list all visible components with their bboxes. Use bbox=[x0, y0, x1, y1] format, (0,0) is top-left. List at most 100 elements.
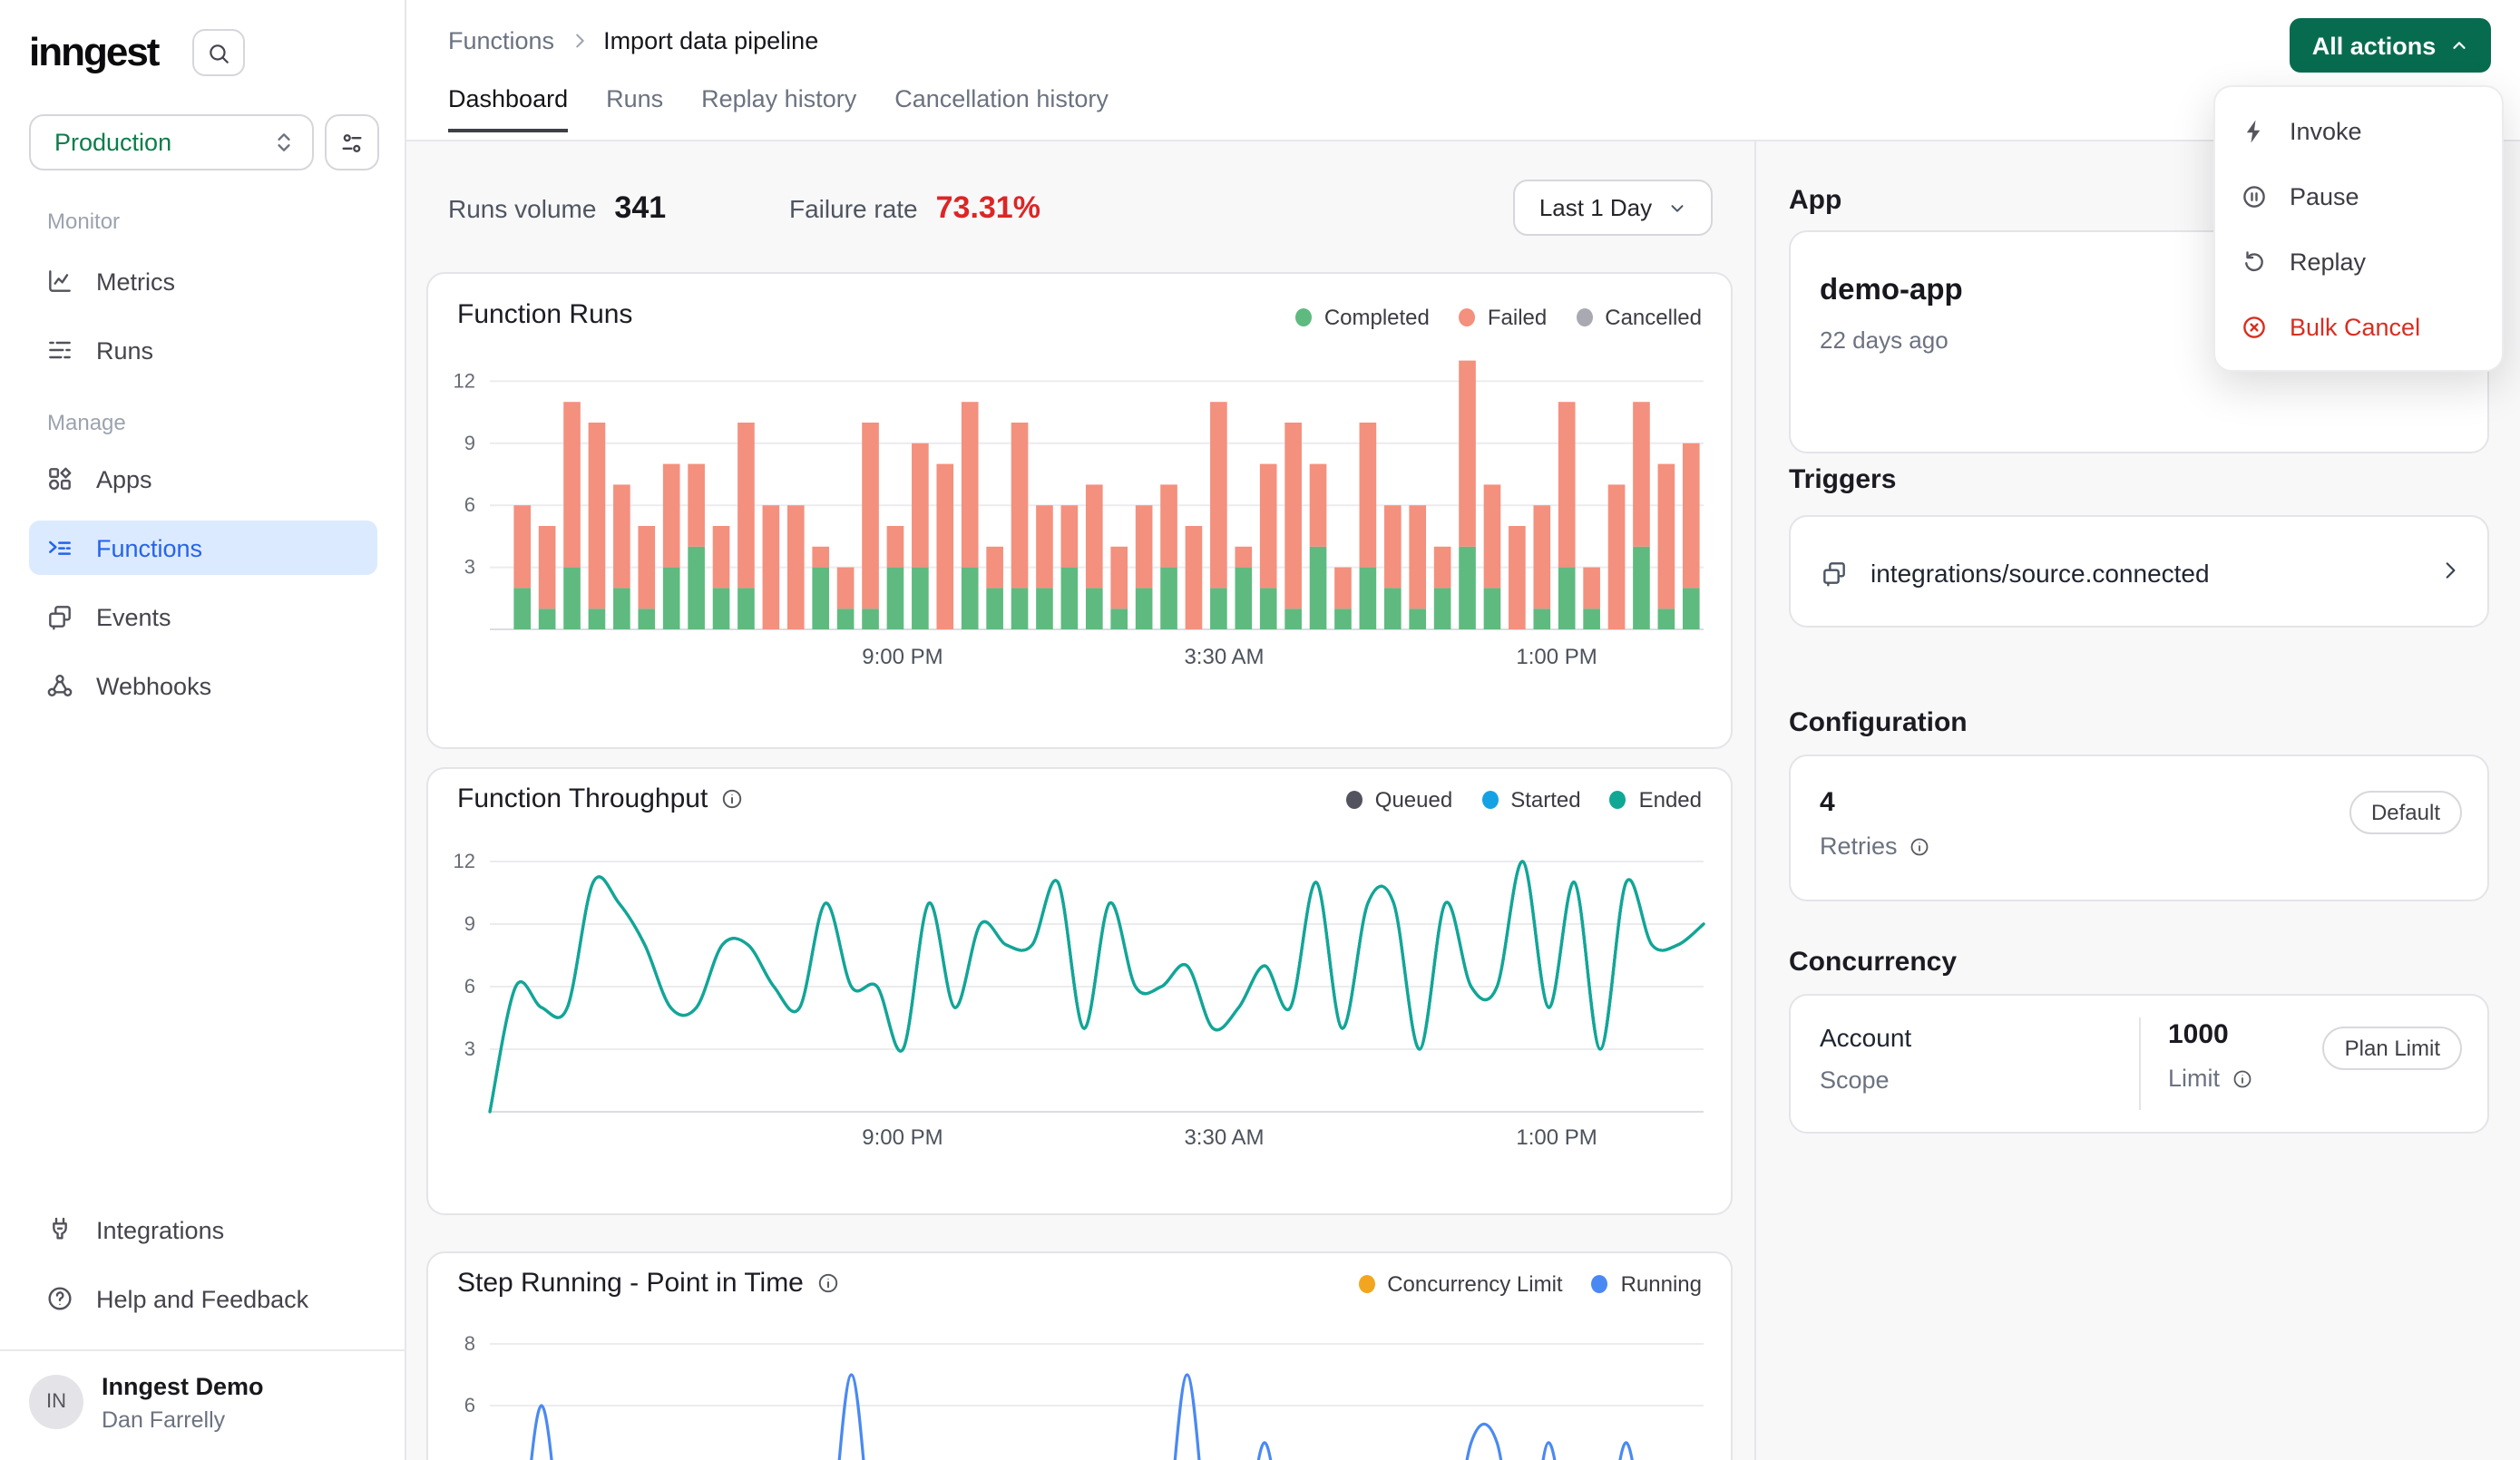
search-button[interactable] bbox=[192, 29, 245, 76]
user-org: Inngest Demo bbox=[102, 1373, 264, 1400]
svg-text:3: 3 bbox=[464, 1037, 475, 1060]
svg-text:6: 6 bbox=[464, 493, 475, 516]
retries-value: 4 bbox=[1820, 787, 1835, 818]
menu-item-replay[interactable]: Replay bbox=[2215, 229, 2502, 294]
menu-item-label: Invoke bbox=[2290, 117, 2362, 144]
sidebar-section-monitor: Monitor bbox=[47, 209, 121, 234]
function-runs-title: Function Runs bbox=[457, 299, 633, 330]
menu-item-pause[interactable]: Pause bbox=[2215, 163, 2502, 229]
cancel-circle-icon bbox=[2241, 313, 2268, 340]
function-runs-card: Function Runs Completed Failed Cancelled… bbox=[426, 272, 1733, 749]
chevron-down-icon bbox=[1666, 198, 1686, 218]
avatar[interactable]: IN bbox=[29, 1375, 83, 1429]
legend-label: Running bbox=[1620, 1271, 1702, 1297]
app-name: demo-app bbox=[1820, 274, 1963, 307]
failure-rate-value: 73.31% bbox=[935, 190, 1040, 225]
svg-text:8: 8 bbox=[464, 1332, 475, 1355]
event-icon bbox=[1820, 559, 1849, 588]
scope-label: Scope bbox=[1820, 1066, 1890, 1094]
webhooks-icon bbox=[45, 671, 74, 700]
function-runs-chart: 3 6 9 12 9:00 PM 3:30 AM 1:00 PM bbox=[454, 360, 1704, 669]
trigger-row[interactable]: integrations/source.connected bbox=[1789, 515, 2489, 628]
info-icon[interactable] bbox=[1909, 835, 1930, 857]
time-range-selector[interactable]: Last 1 Day bbox=[1513, 180, 1713, 236]
breadcrumb: Functions Import data pipeline bbox=[448, 27, 818, 54]
info-icon[interactable] bbox=[2231, 1067, 2252, 1089]
tab-dashboard[interactable]: Dashboard bbox=[448, 85, 569, 132]
sidebar: inngest Production Monitor Metrics bbox=[0, 0, 406, 1460]
sidebar-item-help[interactable]: Help and Feedback bbox=[29, 1271, 377, 1326]
pause-circle-icon bbox=[2241, 182, 2268, 209]
sidebar-item-label: Webhooks bbox=[96, 672, 212, 699]
app-age: 22 days ago bbox=[1820, 326, 1949, 354]
apps-icon bbox=[45, 464, 74, 493]
menu-item-invoke[interactable]: Invoke bbox=[2215, 98, 2502, 163]
search-icon bbox=[207, 41, 230, 64]
svg-text:12: 12 bbox=[454, 850, 475, 872]
menu-item-bulk-cancel[interactable]: Bulk Cancel bbox=[2215, 294, 2502, 359]
sidebar-item-webhooks[interactable]: Webhooks bbox=[29, 658, 377, 713]
functions-icon bbox=[45, 533, 74, 562]
info-icon[interactable] bbox=[720, 787, 744, 811]
all-actions-menu: Invoke Pause Replay Bulk Cancel bbox=[2213, 85, 2504, 372]
events-icon bbox=[45, 602, 74, 631]
sidebar-item-runs[interactable]: Runs bbox=[29, 323, 377, 377]
all-actions-button[interactable]: All actions bbox=[2290, 18, 2491, 73]
tab-bar: Dashboard Runs Replay history Cancellati… bbox=[448, 85, 1109, 132]
sidebar-item-functions[interactable]: Functions bbox=[29, 521, 377, 575]
failure-rate-stat: Failure rate 73.31% bbox=[789, 185, 1040, 232]
chevron-up-icon bbox=[2448, 35, 2468, 55]
sidebar-item-integrations[interactable]: Integrations bbox=[29, 1202, 377, 1257]
function-throughput-title: Function Throughput bbox=[457, 784, 744, 814]
sidebar-item-label: Help and Feedback bbox=[96, 1285, 309, 1312]
svg-text:3:30 AM: 3:30 AM bbox=[1184, 645, 1264, 669]
runs-volume-label: Runs volume bbox=[448, 194, 597, 223]
svg-text:12: 12 bbox=[454, 369, 475, 392]
tab-replay-history[interactable]: Replay history bbox=[701, 85, 857, 112]
environment-settings-button[interactable] bbox=[325, 114, 379, 170]
retries-label: Retries bbox=[1820, 832, 1930, 860]
function-throughput-card: Function Throughput Queued Started Ended… bbox=[426, 767, 1733, 1215]
function-throughput-legend: Queued Started Ended bbox=[1345, 787, 1702, 813]
legend-dot-concurrency-limit bbox=[1358, 1275, 1375, 1293]
sidebar-item-events[interactable]: Events bbox=[29, 589, 377, 644]
runs-icon bbox=[45, 336, 74, 365]
sidebar-section-manage: Manage bbox=[47, 410, 126, 435]
step-running-title: Step Running - Point in Time bbox=[457, 1268, 840, 1299]
triggers-heading: Triggers bbox=[1789, 464, 1897, 495]
all-actions-label: All actions bbox=[2311, 32, 2437, 59]
replay-icon bbox=[2241, 248, 2268, 275]
failure-rate-label: Failure rate bbox=[789, 194, 918, 223]
svg-text:1:00 PM: 1:00 PM bbox=[1516, 645, 1597, 669]
info-icon[interactable] bbox=[816, 1271, 840, 1295]
step-running-legend: Concurrency Limit Running bbox=[1358, 1271, 1702, 1297]
environment-selector[interactable]: Production bbox=[29, 114, 314, 170]
sliders-icon bbox=[339, 130, 365, 155]
card-divider bbox=[2139, 1017, 2141, 1110]
runs-volume-stat: Runs volume 341 bbox=[448, 185, 666, 232]
sidebar-item-label: Runs bbox=[96, 336, 154, 364]
chevron-right-icon bbox=[2438, 559, 2462, 582]
plan-limit-badge: Plan Limit bbox=[2322, 1027, 2462, 1070]
sidebar-item-apps[interactable]: Apps bbox=[29, 452, 377, 506]
legend-dot-ended bbox=[1609, 791, 1626, 809]
legend-label: Queued bbox=[1374, 787, 1453, 813]
bolt-icon bbox=[2241, 117, 2268, 144]
default-badge: Default bbox=[2349, 791, 2462, 834]
limit-label: Limit bbox=[2168, 1065, 2252, 1092]
inngest-logo[interactable]: inngest bbox=[29, 29, 160, 74]
sidebar-item-metrics[interactable]: Metrics bbox=[29, 254, 377, 308]
legend-dot-completed bbox=[1294, 308, 1312, 326]
legend-dot-running bbox=[1591, 1275, 1608, 1293]
legend-label: Ended bbox=[1638, 787, 1702, 813]
legend-dot-started bbox=[1481, 791, 1499, 809]
tab-runs[interactable]: Runs bbox=[606, 85, 664, 112]
environment-value: Production bbox=[54, 129, 172, 156]
function-throughput-chart: 3 6 9 12 9:00 PM 3:30 AM 1:00 PM bbox=[454, 850, 1705, 1150]
tab-cancellation-history[interactable]: Cancellation history bbox=[894, 85, 1109, 112]
time-range-value: Last 1 Day bbox=[1538, 194, 1653, 221]
breadcrumb-functions-link[interactable]: Functions bbox=[448, 27, 555, 54]
app-heading: App bbox=[1789, 185, 1842, 216]
legend-label: Concurrency Limit bbox=[1387, 1271, 1563, 1297]
